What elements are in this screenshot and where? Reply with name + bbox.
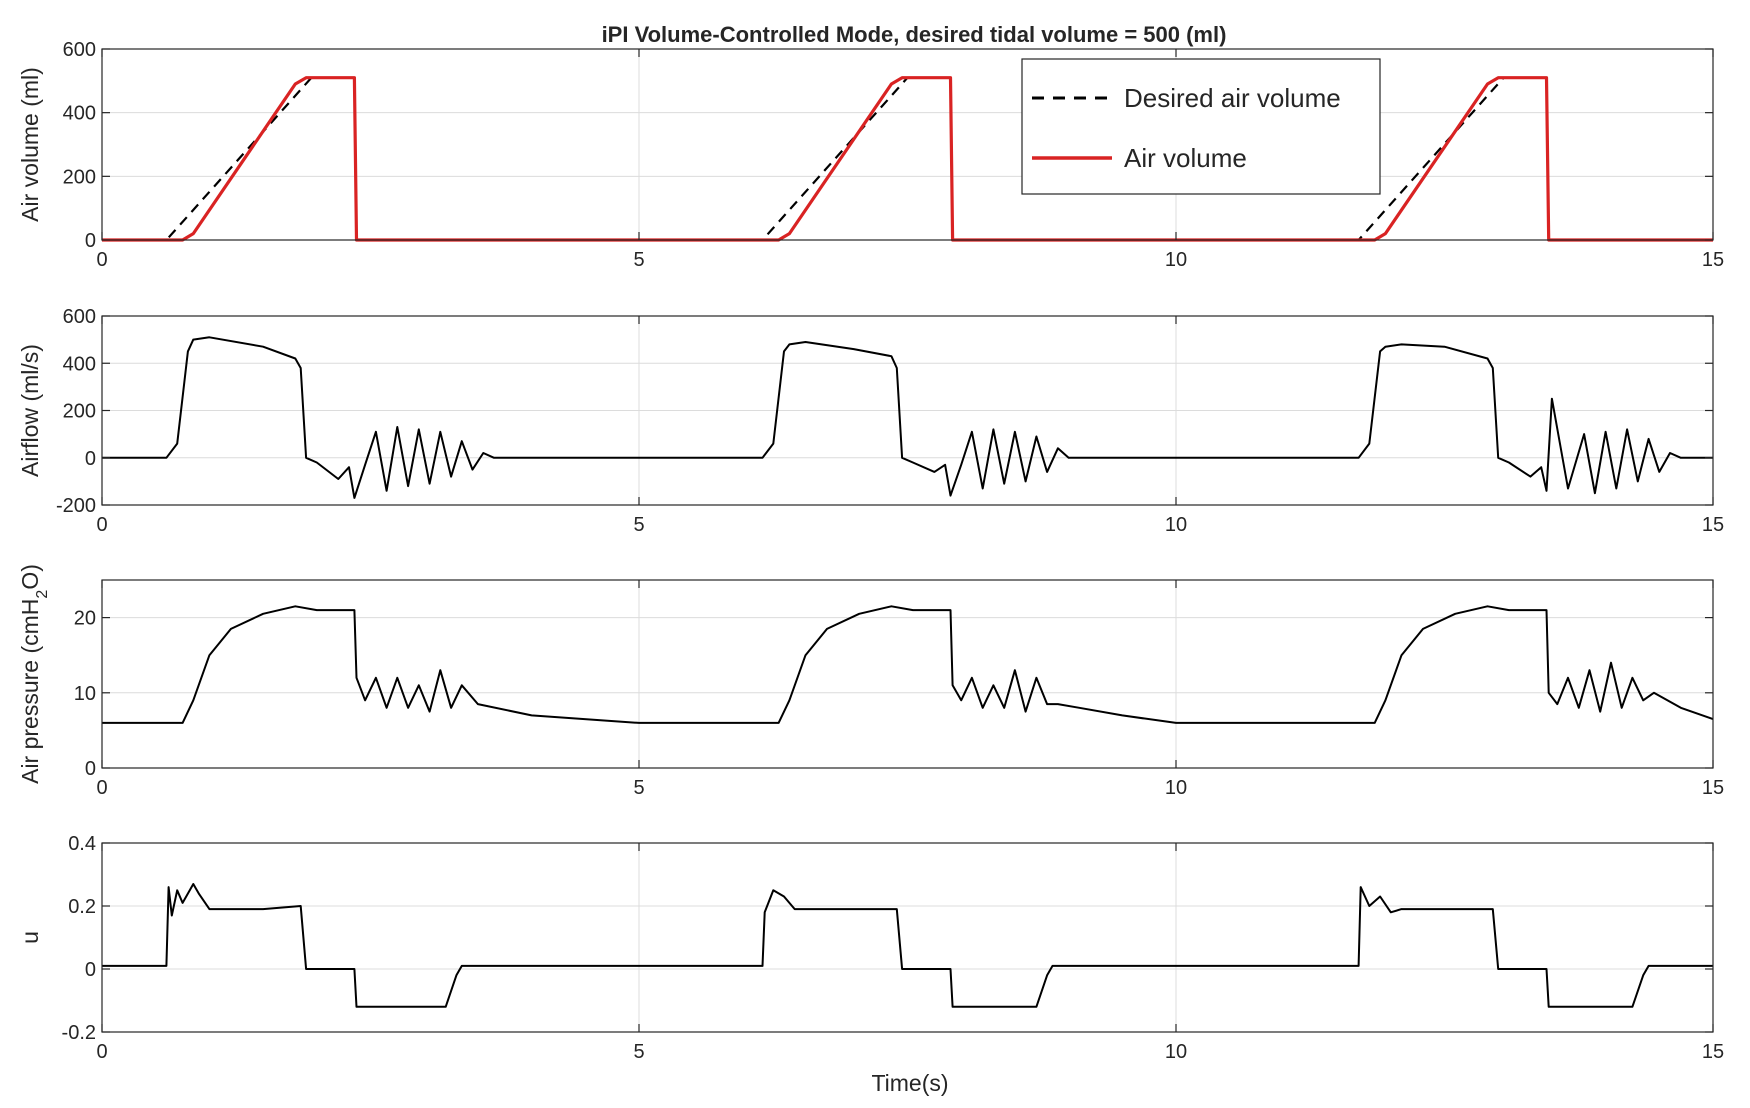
u-y-tick-label: 0 [85,959,96,981]
airflow-x-tick-label: 10 [1165,514,1187,536]
air-pressure-plot-area [102,580,1713,768]
air-pressure-axes-box [101,579,1714,769]
air-volume-y-axis-label: Air volume (ml) [17,67,43,222]
air-volume-y-tick-label: 0 [85,230,96,252]
legend-box [1021,58,1381,195]
u-x-tick-label: 0 [96,1041,107,1063]
air-volume-x-tick-label: 0 [96,249,107,271]
airflow-y-tick-label: 0 [85,448,96,470]
air-pressure-x-tick-label: 0 [96,777,107,799]
legend-label-actual: Air volume [1124,143,1247,173]
air-volume-panel: 0 5 10 15 0 200 400 600 Air volume (ml) [17,39,1724,271]
airflow-y-tick-label: 200 [63,401,96,423]
air-volume-x-tick-label: 10 [1165,249,1187,271]
air-volume-y-tick-label: 200 [63,166,96,188]
air-volume-y-tick-label: 600 [63,39,96,61]
chart-title: iPI Volume-Controlled Mode, desired tida… [602,22,1227,47]
air-pressure-x-tick-label: 10 [1165,777,1187,799]
air-volume-series-actual-line [102,76,1713,242]
air-pressure-x-tick-label: 5 [633,777,644,799]
airflow-x-tick-label: 5 [633,514,644,536]
u-y-tick-label: 0.2 [68,896,96,918]
airflow-x-tick-label: 0 [96,514,107,536]
air-pressure-x-tick-label: 15 [1702,777,1724,799]
airflow-y-axis-label: Airflow (ml/s) [17,344,43,477]
air-pressure-y-tick-label: 20 [74,608,96,630]
x-axis-label: Time(s) [871,1070,948,1096]
airflow-series-line [102,336,1713,499]
air-volume-x-tick-label: 5 [633,249,644,271]
airflow-y-tick-label: 400 [63,353,96,375]
air-pressure-series-line [102,605,1714,724]
airflow-y-tick-label: 600 [63,306,96,328]
airflow-y-tick-label: -200 [56,495,96,517]
u-x-tick-label: 15 [1702,1041,1724,1063]
u-x-tick-label: 5 [633,1041,644,1063]
control-u-panel: 0 5 10 15-0.200.20.4u [17,833,1724,1063]
air-volume-y-tick-label: 400 [63,103,96,125]
airflow-x-tick-label: 15 [1702,514,1724,536]
legend-label-desired: Desired air volume [1124,83,1341,113]
u-y-tick-label: -0.2 [62,1022,96,1044]
air-pressure-y-axis-label: Air pressure (cmH2O) [17,564,51,784]
u-y-tick-label: 0.4 [68,833,96,855]
u-axes-box [101,842,1714,1033]
air-pressure-y-tick-label: 0 [85,758,96,780]
air-volume-x-tick-label: 15 [1702,249,1724,271]
u-x-tick-label: 10 [1165,1041,1187,1063]
air-volume-axes-box [101,48,1714,241]
u-plot-area [102,843,1713,1032]
air-pressure-panel: 0 5 10 15 0 10 20 Air pressure (cmH2O) [17,564,1724,799]
u-y-axis-label: u [17,931,43,944]
air-pressure-y-tick-label: 10 [74,683,96,705]
legend: Desired air volume Air volume [1021,58,1381,195]
u-series-line [102,883,1713,1008]
